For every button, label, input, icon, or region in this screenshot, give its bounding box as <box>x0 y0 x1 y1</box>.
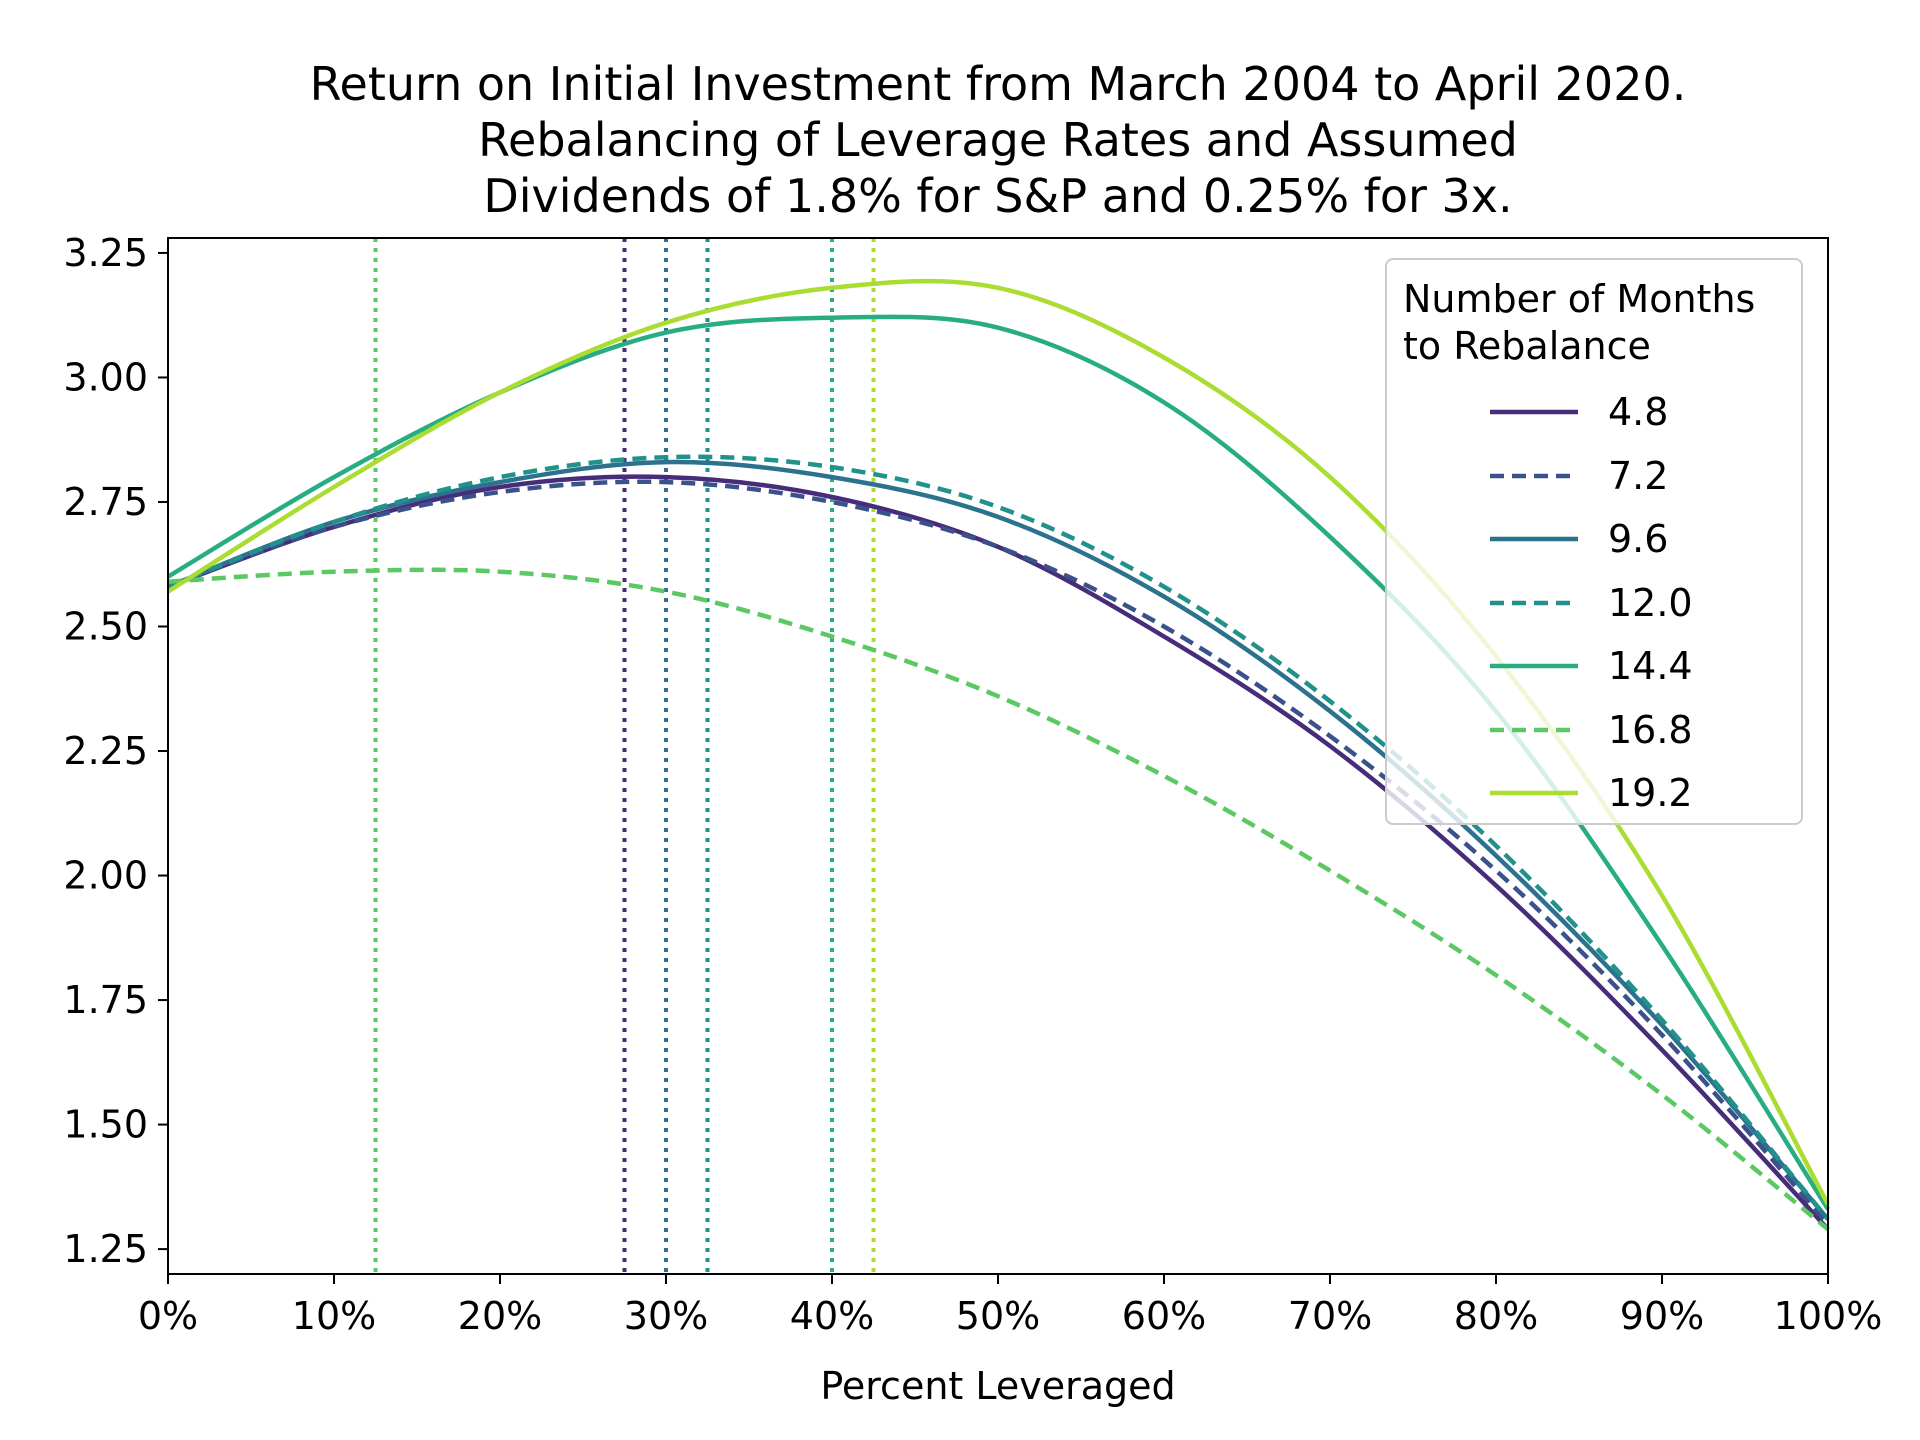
legend-swatch <box>1490 663 1578 669</box>
x-axis-ticks: 0% 10% 20% 30% 40% 50% 60% 70% 80% 90% 100% <box>138 1274 1882 1338</box>
legend-title-line-1: Number of Months <box>1403 277 1756 321</box>
legend-label: 4.8 <box>1608 390 1669 434</box>
series-line-9-6 <box>167 459 1830 1221</box>
x-tick-label: 10% <box>292 1294 376 1338</box>
x-tick-label: 60% <box>1122 1294 1206 1338</box>
x-tick-label: 20% <box>458 1294 542 1338</box>
series-line-16-8 <box>167 567 1830 1231</box>
legend-swatch <box>1490 727 1578 732</box>
x-axis-label: Percent Leveraged <box>820 1364 1176 1408</box>
legend: Number of Months to Rebalance 4.8 7.2 9.6 1… <box>1385 258 1803 825</box>
legend-title-line-2: to Rebalance <box>1403 324 1651 368</box>
legend-swatch <box>1490 473 1578 478</box>
chart-title-line-3: Dividends of 1.8% for S&P and 0.25% for … <box>483 169 1513 223</box>
x-tick-label: 80% <box>1454 1294 1538 1338</box>
y-tick-label: 2.75 <box>63 480 148 524</box>
y-tick-label: 3.25 <box>63 231 148 275</box>
x-tick-label: 30% <box>624 1294 708 1338</box>
series-line-7-2 <box>167 479 1830 1226</box>
legend-label: 7.2 <box>1608 453 1669 498</box>
legend-label: 12.0 <box>1608 580 1693 625</box>
legend-label: 9.6 <box>1608 517 1669 561</box>
legend-entry: 16.8 <box>1387 710 1801 750</box>
series-line-12-0 <box>167 454 1830 1221</box>
legend-swatch <box>1490 409 1578 415</box>
legend-swatch <box>1490 600 1578 605</box>
x-tick-label: 40% <box>790 1294 874 1338</box>
chart-title-line-1: Return on Initial Investment from March … <box>309 57 1687 111</box>
legend-entry: 9.6 <box>1387 519 1801 559</box>
legend-label: 14.4 <box>1608 644 1693 688</box>
legend-entry: 14.4 <box>1387 646 1801 686</box>
x-tick-label: 0% <box>138 1294 198 1338</box>
series-lines <box>166 278 1830 1231</box>
legend-title: Number of Months to Rebalance <box>1403 276 1755 370</box>
legend-swatch <box>1490 790 1578 796</box>
y-tick-label: 2.00 <box>63 854 148 898</box>
optimum-lines <box>373 238 876 1274</box>
y-axis-ticks: 1.25 1.50 1.75 2.00 2.25 2.50 2.75 3.00 3.25 <box>63 231 168 1271</box>
y-tick-label: 2.25 <box>63 729 148 773</box>
legend-swatch <box>1490 536 1578 542</box>
legend-label: 19.2 <box>1608 771 1693 815</box>
y-tick-label: 3.00 <box>63 355 148 399</box>
chart-title-line-2: Rebalancing of Leverage Rates and Assume… <box>478 113 1518 167</box>
x-tick-label: 100% <box>1774 1294 1883 1338</box>
x-tick-label: 70% <box>1288 1294 1372 1338</box>
legend-label: 16.8 <box>1608 707 1693 752</box>
legend-entry: 19.2 <box>1387 773 1801 813</box>
y-tick-label: 1.75 <box>63 978 148 1022</box>
x-tick-label: 50% <box>956 1294 1040 1338</box>
legend-entry: 7.2 <box>1387 456 1801 496</box>
legend-entry: 4.8 <box>1387 392 1801 432</box>
y-tick-label: 2.50 <box>63 605 148 649</box>
legend-entry: 12.0 <box>1387 583 1801 623</box>
y-tick-label: 1.25 <box>63 1227 148 1271</box>
x-tick-label: 90% <box>1620 1294 1704 1338</box>
y-tick-label: 1.50 <box>63 1103 148 1147</box>
